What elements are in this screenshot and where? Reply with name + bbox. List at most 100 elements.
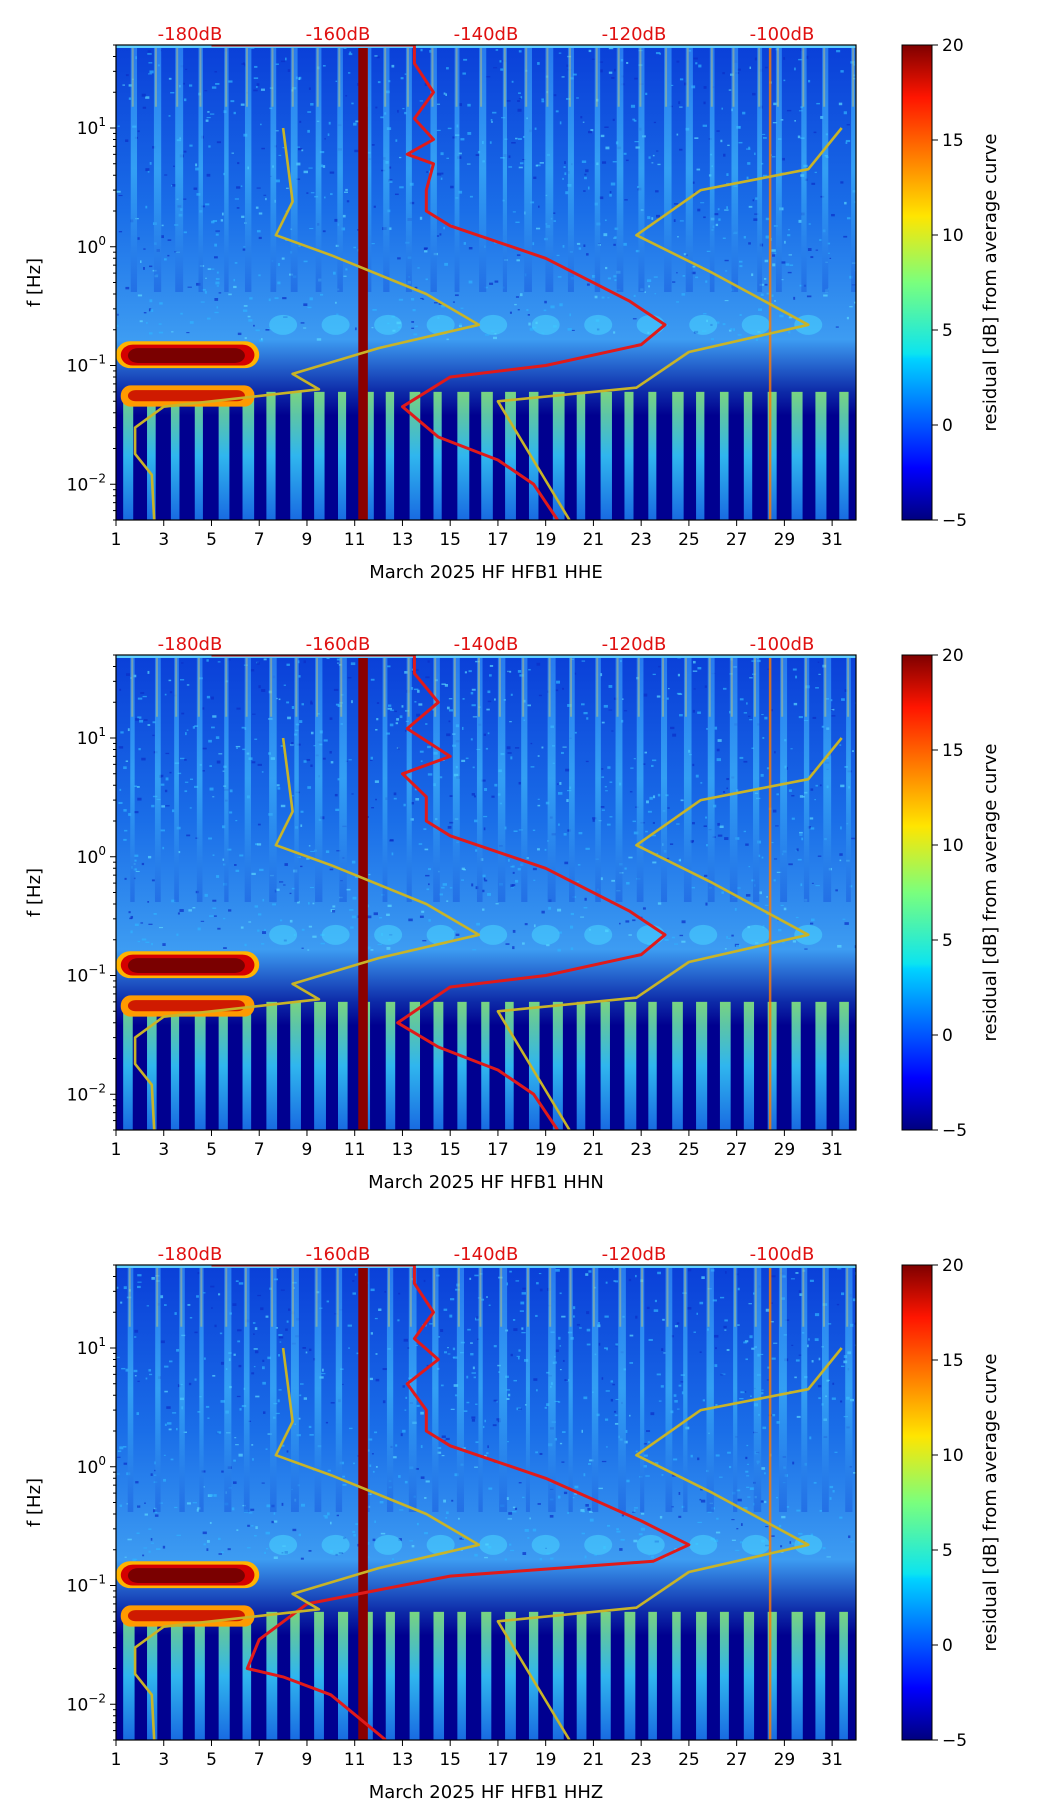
colorbar-tick-label: 10 <box>942 1446 964 1466</box>
y-tick-label: 100 <box>77 844 106 868</box>
db-scale-label: -120dB <box>602 634 667 655</box>
x-tick-label: 13 <box>392 1140 414 1160</box>
y-axis-label: f [Hz] <box>24 258 45 307</box>
data-gap-band <box>358 655 368 1130</box>
x-tick-label: 3 <box>158 1750 169 1770</box>
x-tick-label: 21 <box>583 1750 605 1770</box>
colorbar-label: residual [dB] from average curve <box>980 133 1001 431</box>
x-tick-label: 15 <box>439 530 461 550</box>
colorbar-tick-label: 5 <box>942 321 953 341</box>
x-tick-label: 17 <box>487 1140 509 1160</box>
daily-streaks <box>130 45 856 292</box>
x-tick-label: 13 <box>392 1750 414 1770</box>
colorbar-tick-label: 10 <box>942 226 964 246</box>
x-tick-label: 7 <box>254 530 265 550</box>
colorbar-tick-label: 5 <box>942 931 953 951</box>
colorbar-tick-label: 20 <box>942 646 964 666</box>
x-tick-label: 7 <box>254 1140 265 1160</box>
top-edge-row <box>116 1265 856 1268</box>
colorbar: 20 15 10 5 0 −5 residual [dB] from average cur… <box>901 646 1001 1141</box>
nhnm-curve <box>496 1347 843 1740</box>
colorbar-tick-label: −5 <box>942 511 967 531</box>
transient-line <box>768 45 772 520</box>
x-tick-label: 23 <box>630 530 652 550</box>
x-tick-label: 9 <box>302 1140 313 1160</box>
x-tick-label: 3 <box>158 530 169 550</box>
y-tick-label: 10−2 <box>67 471 106 495</box>
x-tick-label: 29 <box>774 530 796 550</box>
transient-line <box>768 1265 772 1740</box>
colorbar-tick-label: 0 <box>942 1636 953 1656</box>
db-scale-label: -180dB <box>158 1244 223 1265</box>
db-scale-label: -120dB <box>602 1244 667 1265</box>
y-tick-label: 101 <box>77 1335 106 1359</box>
x-tick-label: 13 <box>392 530 414 550</box>
colorbar-tick-label: 15 <box>942 131 964 151</box>
x-tick-label: 5 <box>206 1140 217 1160</box>
y-tick-label: 10−2 <box>67 1081 106 1105</box>
colorbar-gradient <box>901 44 933 521</box>
colorbar-tick-label: −5 <box>942 1121 967 1141</box>
data-gap-band <box>358 45 368 520</box>
x-tick-label: 1 <box>111 530 122 550</box>
colorbar: 20 15 10 5 0 −5 residual [dB] from average cur… <box>901 1256 1001 1751</box>
db-scale-label: -140dB <box>454 1244 519 1265</box>
x-tick-label: 5 <box>206 530 217 550</box>
x-tick-label: 23 <box>630 1750 652 1770</box>
y-tick-label: 10−2 <box>67 1691 106 1715</box>
x-tick-label: 9 <box>302 530 313 550</box>
spectrogram-panel-1: 1 3 5 7 9 11 13 15 17 19 21 23 25 27 29 3110−210−110010… <box>24 24 1001 583</box>
colorbar-label: residual [dB] from average curve <box>980 1353 1001 1651</box>
microseism-blobs <box>116 1534 823 1627</box>
colorbar-tick-label: 0 <box>942 416 953 436</box>
low-frequency-stripes <box>123 1611 848 1740</box>
plot-area <box>116 655 856 1130</box>
top-edge-row <box>116 655 856 658</box>
x-axis-label: March 2025 HF HFB1 HHZ <box>369 1782 604 1803</box>
spectrogram-panel-2: 1 3 5 7 9 11 13 15 17 19 21 23 25 27 29 3110−210−110010… <box>24 634 1001 1193</box>
nlnm-curve <box>133 737 481 1130</box>
microseism-blobs <box>116 924 823 1017</box>
db-scale-label: -120dB <box>602 24 667 45</box>
x-axis-label: March 2025 HF HFB1 HHN <box>368 1172 604 1193</box>
colorbar-tick-label: 5 <box>942 1541 953 1561</box>
transient-line <box>768 655 772 1130</box>
y-tick-label: 10−1 <box>67 353 106 377</box>
y-axis-label: f [Hz] <box>24 868 45 917</box>
x-tick-label: 15 <box>439 1750 461 1770</box>
colorbar-tick-label: 15 <box>942 1351 964 1371</box>
x-tick-label: 11 <box>344 1140 366 1160</box>
nhnm-curve <box>496 737 843 1130</box>
x-tick-label: 27 <box>726 1750 748 1770</box>
microseism-blobs <box>116 314 823 407</box>
x-tick-label: 5 <box>206 1750 217 1770</box>
colorbar-tick-label: 10 <box>942 836 964 856</box>
x-tick-label: 19 <box>535 530 557 550</box>
y-axis-label: f [Hz] <box>24 1478 45 1527</box>
x-tick-label: 25 <box>678 530 700 550</box>
db-scale-label: -100dB <box>750 24 815 45</box>
median-psd-curve <box>211 1265 691 1740</box>
nlnm-curve <box>133 127 481 520</box>
x-tick-label: 3 <box>158 1140 169 1160</box>
db-scale-label: -100dB <box>750 1244 815 1265</box>
plot-area <box>116 45 856 520</box>
colorbar-gradient <box>901 1264 933 1741</box>
db-scale-label: -140dB <box>454 634 519 655</box>
db-scale-label: -160dB <box>306 24 371 45</box>
x-tick-label: 29 <box>774 1140 796 1160</box>
db-scale-label: -180dB <box>158 24 223 45</box>
x-tick-label: 27 <box>726 530 748 550</box>
spectrogram-panel-3: 1 3 5 7 9 11 13 15 17 19 21 23 25 27 29 3110−210−110010… <box>24 1244 1001 1803</box>
median-psd-curve <box>211 655 667 1130</box>
x-tick-label: 1 <box>111 1140 122 1160</box>
x-tick-label: 31 <box>821 1140 843 1160</box>
top-edge-row <box>116 45 856 48</box>
x-tick-label: 15 <box>439 1140 461 1160</box>
x-tick-label: 23 <box>630 1140 652 1160</box>
colorbar-label: residual [dB] from average curve <box>980 743 1001 1041</box>
x-tick-label: 17 <box>487 530 509 550</box>
db-scale-label: -180dB <box>158 634 223 655</box>
